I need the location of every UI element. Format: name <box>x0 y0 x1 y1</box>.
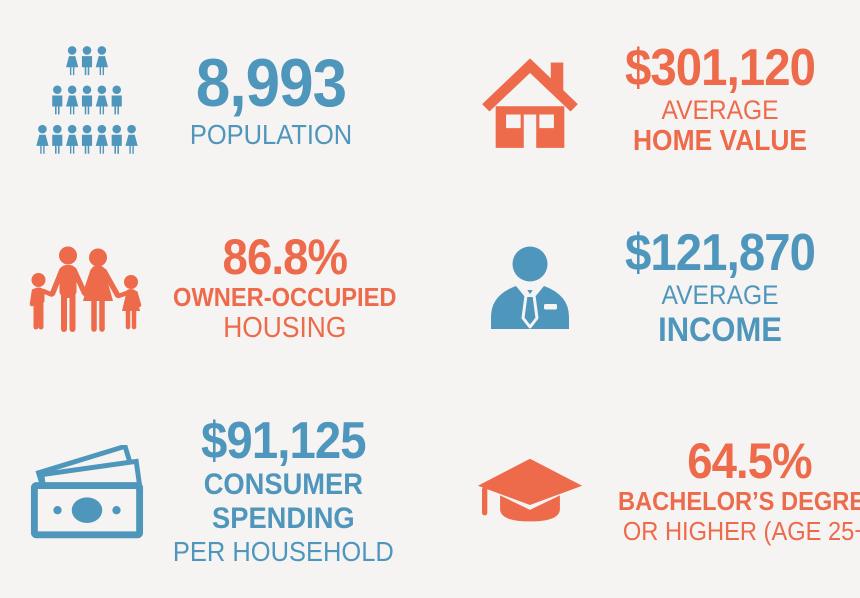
house-icon <box>455 48 605 152</box>
stat-owner-occupied: 86.8% OWNER-OCCUPIED HOUSING <box>0 200 430 399</box>
stat-income: $121,870 AVERAGE INCOME <box>430 200 860 399</box>
income-value: $121,870 <box>624 224 816 283</box>
consumer-spending-label-2: SPENDING <box>212 502 355 536</box>
income-label-2: INCOME <box>658 311 782 350</box>
home-value-label-1: AVERAGE <box>661 94 779 125</box>
consumer-spending-label-3: PER HOUSEHOLD <box>172 536 394 568</box>
consumer-spending-label-1: CONSUMER <box>203 467 363 501</box>
population-value: 8,993 <box>195 45 347 122</box>
income-label-1: AVERAGE <box>661 280 779 311</box>
population-label: POPULATION <box>189 118 353 150</box>
owner-occupied-label-2: HOUSING <box>223 312 347 345</box>
people-pyramid-icon <box>12 41 162 159</box>
stat-income-text: $121,870 AVERAGE INCOME <box>605 227 835 350</box>
graduation-cap-icon <box>455 451 605 533</box>
stat-population-text: 8,993 POPULATION <box>162 45 380 150</box>
stat-consumer-spending-text: $91,125 CONSUMER SPENDING PER HOUSEHOLD <box>162 411 405 568</box>
bachelors-label-2: OR HIGHER (AGE 25+) <box>622 516 860 546</box>
consumer-spending-value: $91,125 <box>201 411 367 470</box>
family-icon <box>12 241 162 336</box>
owner-occupied-value: 86.8% <box>222 228 348 285</box>
bachelors-label-1: BACHELOR’S DEGREE <box>618 486 860 517</box>
money-bills-icon <box>12 444 162 539</box>
stat-population: 8,993 POPULATION <box>0 0 430 200</box>
stat-home-value: $301,120 AVERAGE HOME VALUE <box>430 0 860 200</box>
stat-home-value-text: $301,120 AVERAGE HOME VALUE <box>605 38 835 159</box>
home-value-value: $301,120 <box>624 38 816 97</box>
bachelors-value: 64.5% <box>687 433 812 490</box>
stat-bachelors-degree: 64.5% BACHELOR’S DEGREE OR HIGHER (AGE 2… <box>430 399 860 598</box>
businessman-icon <box>455 239 605 339</box>
stat-consumer-spending: $91,125 CONSUMER SPENDING PER HOUSEHOLD <box>0 399 430 598</box>
stat-owner-occupied-text: 86.8% OWNER-OCCUPIED HOUSING <box>162 228 408 346</box>
stat-bachelors-degree-text: 64.5% BACHELOR’S DEGREE OR HIGHER (AGE 2… <box>605 436 860 546</box>
owner-occupied-label-1: OWNER-OCCUPIED <box>173 281 397 312</box>
home-value-label-2: HOME VALUE <box>632 125 807 158</box>
